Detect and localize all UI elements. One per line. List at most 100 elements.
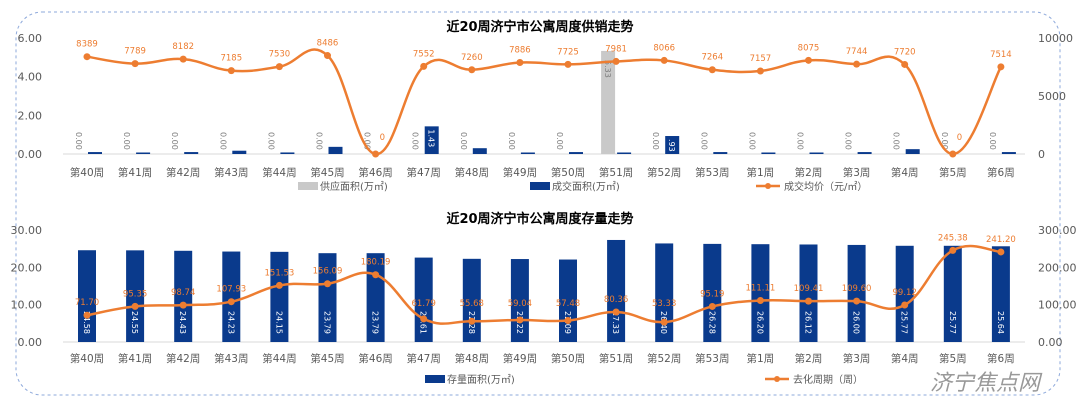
line-point: [372, 150, 380, 158]
deal-bar: [184, 152, 199, 154]
x-tick-label: 第44周: [262, 166, 296, 179]
line-point-label: 8486: [317, 39, 339, 49]
stock-bar-label: 25.77: [948, 311, 957, 334]
stock-bar: [703, 243, 722, 342]
x-tick-label: 第50周: [551, 166, 585, 179]
supply-chart: 0.00 2.00 4.00 6.00 0 5000 10000 第40周 第41周 第42周 第4…: [18, 32, 1074, 193]
line-point: [468, 66, 476, 74]
supply-bar-label: 0.00: [74, 132, 83, 150]
stock-bar-label: 25.64: [996, 311, 1005, 334]
x-tick-label: 第2周: [795, 352, 823, 365]
line-point: [468, 317, 476, 325]
line-point: [901, 60, 909, 68]
line-point: [708, 66, 716, 74]
stock-bar: [943, 245, 962, 342]
line-point: [227, 298, 235, 306]
x-tick-label: 第46周: [358, 352, 392, 365]
deal-bar: [1001, 152, 1016, 154]
deal-bar: [520, 152, 535, 154]
line-point: [756, 67, 764, 75]
x-tick-label: 第2周: [795, 166, 823, 179]
line-point-label: 151.53: [265, 268, 295, 278]
line-point-label: 7185: [220, 54, 242, 64]
x-tick-label: 第43周: [214, 352, 248, 365]
line-point-label: 8066: [653, 43, 675, 53]
line-point: [805, 56, 812, 64]
supply-bar-label: 0.00: [747, 132, 756, 150]
left-axis-tick: 0.00: [18, 148, 43, 161]
deal-bar: [328, 146, 343, 154]
line-point-label: 99.12: [893, 288, 917, 298]
line-point: [949, 246, 957, 254]
supply-bar-label: 0.00: [411, 132, 420, 150]
line-point-label: 57.48: [556, 299, 580, 309]
x-tick-label: 第52周: [647, 166, 681, 179]
x-tick-label: 第42周: [166, 352, 200, 365]
legend-swatch: [298, 182, 318, 190]
line-point-label: 156.09: [313, 267, 343, 277]
supply-bar-label: 5.33: [603, 60, 612, 78]
line-point-label: 7886: [509, 46, 531, 56]
chart-title-stock: 近20周济宁市公寓周度存量走势: [446, 211, 633, 227]
stock-bar-label: 26.12: [804, 311, 813, 334]
line-point: [564, 317, 572, 325]
stock-bar: [991, 246, 1010, 342]
legend-label: 存量面积(万㎡): [447, 373, 515, 386]
line-point: [179, 55, 187, 63]
line-point-label: 7981: [605, 44, 627, 54]
deal-bar: [665, 136, 680, 154]
stock-bar-label: 26.20: [755, 311, 764, 334]
x-tick-label: 第5周: [939, 352, 967, 365]
deal-bar: [136, 152, 151, 154]
x-tick-label: 第53周: [695, 166, 729, 179]
deal-bar: [713, 152, 728, 154]
supply-bar-label: 0.00: [218, 132, 227, 150]
line-point: [660, 318, 668, 326]
line-point-label: 0: [957, 133, 962, 143]
line-point: [612, 57, 620, 65]
right-axis-tick: 200.00: [1038, 261, 1077, 274]
right-axis-tick: 5000: [1038, 90, 1066, 103]
line-point-label: 0: [380, 133, 385, 143]
deal-bar-label: .93: [667, 139, 676, 152]
stock-bar-label: 23.79: [323, 311, 332, 334]
stock-bar: [318, 253, 337, 342]
stock-bar: [655, 243, 674, 342]
x-tick-label: 第4周: [891, 352, 919, 365]
supply-bar-label: 0.00: [844, 132, 853, 150]
x-tick-label: 第42周: [166, 166, 200, 179]
line-point: [83, 53, 91, 61]
x-tick-label: 第49周: [503, 352, 537, 365]
line-point-label: 53.33: [652, 299, 676, 309]
deal-bar: [617, 152, 632, 154]
legend-swatch: [425, 375, 445, 383]
stock-bar-label: 24.55: [130, 311, 139, 334]
line-point: [612, 308, 620, 316]
left-axis-tick: 20.00: [11, 261, 43, 274]
line-point: [949, 150, 957, 158]
x-tick-label: 第43周: [214, 166, 248, 179]
deal-bar: [232, 150, 247, 154]
stock-bar: [126, 250, 145, 342]
line-point: [420, 315, 428, 323]
line-point-label: 61.79: [412, 299, 436, 309]
line-point-label: 180.19: [361, 258, 391, 268]
line-point: [708, 302, 716, 310]
stock-bar-label: 24.15: [274, 311, 283, 334]
line-point: [660, 56, 668, 64]
deal-bar: [280, 152, 295, 154]
deal-bar: [809, 152, 824, 154]
line-point: [324, 280, 331, 288]
stock-bar-label: 24.58: [82, 311, 91, 334]
x-tick-label: 第51周: [599, 352, 633, 365]
stock-bar-label: 26.00: [852, 311, 861, 334]
line-point-label: 109.41: [794, 284, 824, 294]
line-point: [372, 271, 380, 279]
line-point-label: 7720: [894, 47, 916, 57]
line-point: [853, 60, 861, 68]
supply-bar-label: 0.00: [940, 132, 949, 150]
deal-bar: [905, 149, 920, 154]
line-point-label: 111.11: [746, 284, 776, 294]
left-axis-tick: 6.00: [18, 32, 43, 45]
x-tick-label: 第45周: [310, 166, 344, 179]
